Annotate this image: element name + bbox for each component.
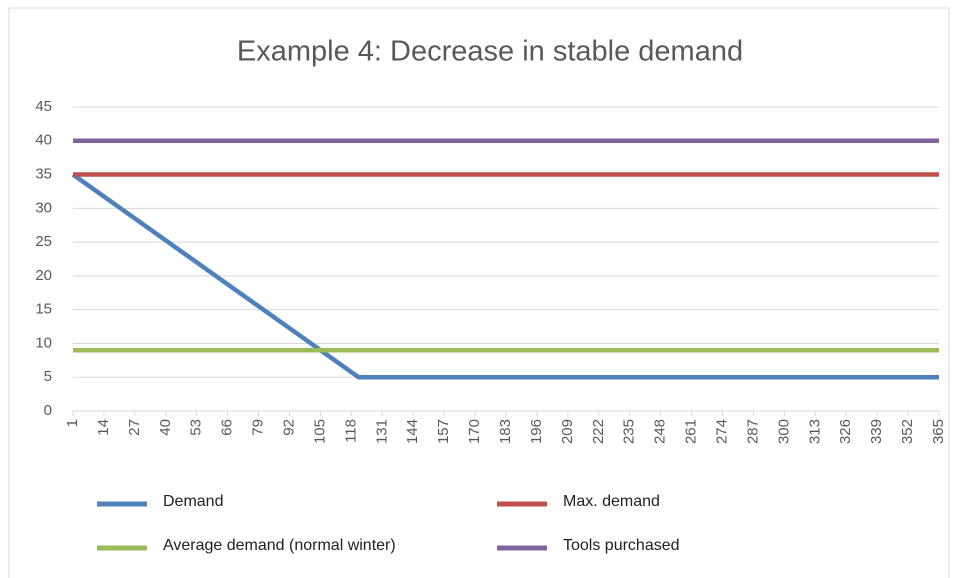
x-tick-label: 105 — [311, 419, 328, 444]
x-tick-label: 53 — [188, 419, 205, 436]
x-tick-label: 248 — [652, 419, 669, 444]
y-tick-label: 35 — [35, 166, 52, 183]
x-tick-label: 222 — [590, 419, 607, 444]
x-tick-label: 170 — [466, 419, 483, 444]
x-tick-label: 287 — [744, 419, 761, 444]
legend-label: Max. demand — [563, 493, 660, 510]
x-tick-label: 157 — [435, 419, 452, 444]
x-tick-label: 326 — [837, 419, 854, 444]
x-tick-label: 300 — [775, 419, 792, 444]
chart-border — [8, 7, 950, 578]
y-tick-label: 5 — [44, 368, 52, 385]
legend-label: Demand — [163, 493, 223, 510]
y-tick-label: 15 — [35, 301, 52, 318]
x-tick-label: 131 — [373, 419, 390, 444]
y-tick-label: 10 — [35, 334, 52, 351]
y-tick-label: 30 — [35, 199, 52, 216]
x-tick-label: 92 — [280, 419, 297, 436]
x-tick-label: 40 — [157, 419, 174, 436]
legend-label: Average demand (normal winter) — [163, 537, 396, 554]
x-tick-label: 313 — [806, 419, 823, 444]
x-tick-label: 27 — [126, 419, 143, 436]
x-tick-label: 339 — [868, 419, 885, 444]
x-tick-label: 14 — [95, 419, 112, 436]
x-tick-label: 235 — [621, 419, 638, 444]
y-tick-label: 25 — [35, 233, 52, 250]
chart-title: Example 4: Decrease in stable demand — [237, 36, 743, 68]
series-line — [71, 172, 939, 380]
x-tick-label: 1 — [64, 419, 81, 427]
legend-label: Tools purchased — [563, 537, 680, 554]
x-tick-label: 144 — [404, 419, 421, 444]
y-tick-label: 45 — [35, 98, 52, 115]
y-tick-label: 0 — [44, 402, 52, 419]
x-tick-label: 66 — [219, 419, 236, 436]
x-tick-label: 365 — [930, 419, 947, 444]
x-tick-label: 79 — [250, 419, 267, 436]
x-tick-label: 274 — [713, 419, 730, 444]
x-tick-label: 183 — [497, 419, 514, 444]
y-tick-label: 40 — [35, 132, 52, 149]
x-tick-label: 196 — [528, 419, 545, 444]
x-tick-label: 209 — [559, 419, 576, 444]
x-tick-label: 261 — [683, 419, 700, 444]
y-tick-label: 20 — [35, 267, 52, 284]
x-tick-label: 352 — [899, 419, 916, 444]
x-tick-label: 118 — [342, 419, 359, 443]
